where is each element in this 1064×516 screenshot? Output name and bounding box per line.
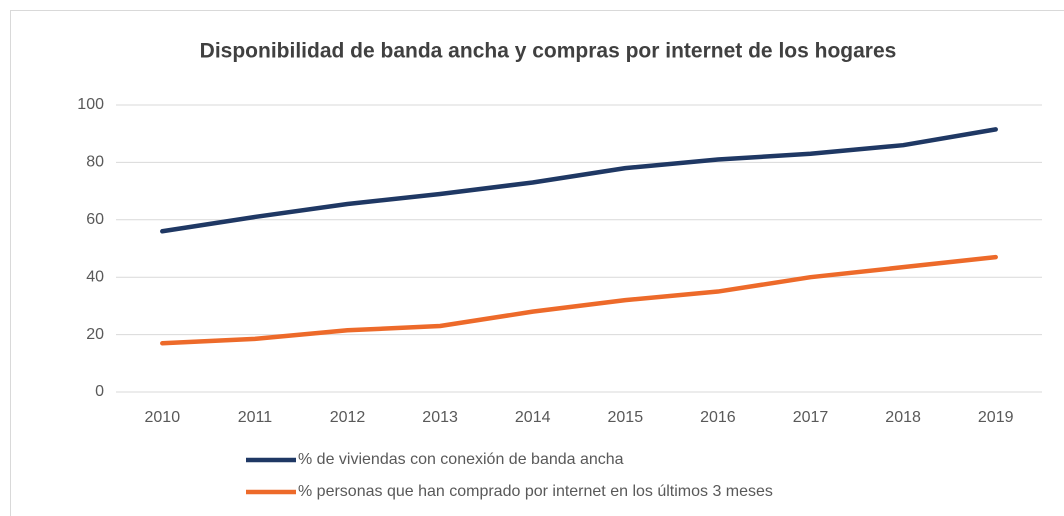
y-tick-label: 100 <box>77 96 104 113</box>
y-tick-label: 80 <box>86 154 104 171</box>
x-tick-label: 2013 <box>422 409 458 426</box>
y-tick-label: 20 <box>86 326 104 343</box>
x-tick-label: 2017 <box>793 409 829 426</box>
legend-label: % personas que han comprado por internet… <box>298 483 773 500</box>
x-tick-label: 2018 <box>885 409 921 426</box>
legend-label: % de viviendas con conexión de banda anc… <box>298 451 624 468</box>
x-tick-label: 2010 <box>145 409 181 426</box>
y-tick-label: 40 <box>86 268 104 285</box>
x-tick-label: 2012 <box>330 409 366 426</box>
chart-border <box>10 10 1064 516</box>
series-line <box>160 127 998 234</box>
y-tick-label: 0 <box>95 383 104 400</box>
x-tick-label: 2015 <box>608 409 644 426</box>
x-tick-label: 2011 <box>238 409 273 426</box>
x-tick-label: 2019 <box>978 409 1014 426</box>
x-tick-label: 2016 <box>700 409 736 426</box>
series-line <box>160 254 998 346</box>
y-tick-label: 60 <box>86 211 104 228</box>
chart-title: Disponibilidad de banda ancha y compras … <box>200 40 897 63</box>
x-tick-label: 2014 <box>515 409 551 426</box>
